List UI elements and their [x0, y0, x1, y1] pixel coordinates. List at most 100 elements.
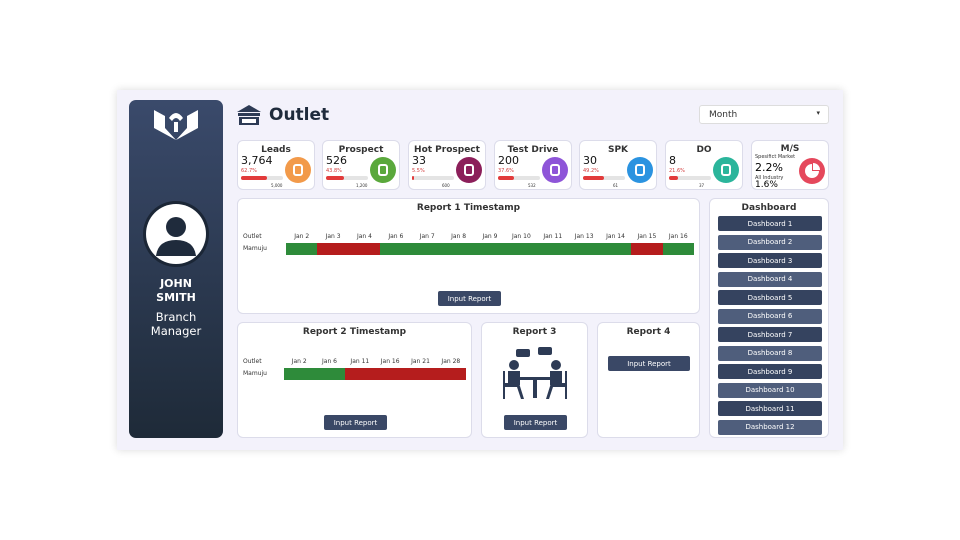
- progress-track: [412, 176, 454, 180]
- kpi-target: 532: [528, 183, 536, 188]
- date-label: Jan 9: [482, 233, 498, 240]
- kpi-icon-glyph: [721, 164, 731, 176]
- timeline-cell: [435, 368, 467, 380]
- report-card: Report 2 Timestamp Outlet Jan 2 Jan 6 Jan 1…: [237, 322, 472, 438]
- dashboard-button[interactable]: Dashboard 6: [718, 308, 822, 324]
- date-label: Jan 10: [511, 233, 531, 240]
- kpi-icon-glyph: [550, 164, 560, 176]
- timeline-cell: [442, 243, 475, 255]
- date-label: Jan 8: [451, 233, 467, 240]
- kpi-icon-glyph: [635, 164, 645, 176]
- date-label: Jan 6: [388, 233, 404, 240]
- kpi-icon-glyph: [464, 164, 474, 176]
- dashboard-button[interactable]: Dashboard 4: [718, 271, 822, 287]
- input-report-button[interactable]: Input Report: [504, 415, 567, 430]
- timeline-cell: [411, 243, 444, 255]
- kpi-value: 8: [669, 154, 676, 167]
- progress-track: [669, 176, 711, 180]
- kpi-label: Hot Prospect: [414, 145, 480, 155]
- date-label: Jan 6: [322, 358, 337, 365]
- kpi-icon: [370, 157, 396, 183]
- kpi-percent: 62.7%: [241, 168, 257, 174]
- date-label: Jan 15: [637, 233, 657, 240]
- timeline-cell: [380, 243, 413, 255]
- dashboard-button[interactable]: Dashboard 8: [718, 345, 822, 361]
- report-title: Report 2 Timestamp: [302, 327, 407, 337]
- report-title: Report 4: [626, 327, 671, 337]
- report-title: Report 1 Timestamp: [416, 203, 521, 213]
- kpi-percent: 37.6%: [498, 168, 514, 174]
- avatar: [143, 201, 209, 267]
- progress-bar: [583, 176, 604, 180]
- dashboard-button[interactable]: Dashboard 9: [718, 364, 822, 379]
- dashboard-button[interactable]: Dashboard 12: [718, 419, 822, 435]
- progress-track: [583, 176, 625, 180]
- dashboard-button[interactable]: Dashboard 11: [718, 401, 822, 416]
- report-card: Report 1 Timestamp Outlet Jan 2 Jan 3 Jan 4…: [237, 198, 700, 314]
- dropdown-value: Month: [709, 110, 738, 120]
- timeline-cell: [631, 243, 664, 255]
- ms-icon: [799, 158, 825, 184]
- dashboard-button[interactable]: Dashboard 10: [718, 382, 822, 398]
- dashboard-button[interactable]: Dashboard 1: [718, 216, 822, 231]
- timeline-cell: [505, 243, 538, 255]
- kpi-card: SPK 30 49.2% 61: [579, 140, 657, 190]
- kpi-value: 33: [412, 154, 426, 167]
- timeline-cell: [375, 368, 406, 380]
- kpi-target: 5,000: [271, 183, 283, 188]
- timeline-cell: [284, 368, 315, 380]
- dashboard-button[interactable]: Dashboard 7: [718, 327, 822, 342]
- progress-bar: [326, 176, 345, 180]
- dashboard-button[interactable]: Dashboard 3: [718, 253, 822, 268]
- input-report-button[interactable]: Input Report: [324, 415, 387, 430]
- kpi-icon: [456, 157, 482, 183]
- timeline-cell: [314, 368, 346, 380]
- progress-bar: [412, 176, 415, 180]
- date-label: Jan 16: [380, 358, 400, 365]
- page-title: Outlet: [269, 105, 330, 125]
- date-label: Jan 16: [668, 233, 688, 240]
- kpi-label: Test Drive: [507, 145, 559, 155]
- progress-bar: [241, 176, 268, 180]
- kpi-icon-glyph: [293, 164, 303, 176]
- input-report-button[interactable]: Input Report: [438, 291, 501, 306]
- kpi-card: Leads 3,764 62.7% 5,000: [237, 140, 315, 190]
- date-label: Jan 14: [606, 233, 625, 240]
- dashboard-button[interactable]: Dashboard 2: [718, 234, 822, 250]
- timeline-cell: [568, 243, 601, 255]
- dashboard-list: Dashboard Dashboard 1 Dashboard 2 Dashboar…: [709, 198, 829, 438]
- input-report-button[interactable]: Input Report: [608, 356, 690, 371]
- kpi-card: M/S Spesifict Market 2.2% All Industry 1…: [751, 140, 829, 190]
- dropdown-caret: ▾: [816, 109, 820, 117]
- kpi-icon: [713, 157, 739, 183]
- kpi-target: 600: [442, 183, 450, 188]
- kpi-target: 1,200: [356, 183, 368, 188]
- kpi-target: 37: [699, 183, 705, 188]
- kpi-value: 30: [583, 154, 597, 167]
- date-label: Jan 2: [294, 233, 310, 240]
- timeline-cell: [474, 243, 507, 255]
- sidebar: JOHN SMITH Branch Manager: [129, 100, 223, 438]
- progress-bar: [669, 176, 679, 180]
- logo: [154, 110, 198, 140]
- column-header: Outlet: [243, 358, 262, 365]
- kpi-value: 3,764: [241, 154, 273, 167]
- dashboard-button[interactable]: Dashboard 5: [718, 290, 822, 305]
- industry-label: All Industry: [755, 175, 784, 181]
- kpi-value: 200: [498, 154, 519, 167]
- kpi-icon: [627, 157, 653, 183]
- kpi-label: Prospect: [338, 145, 384, 155]
- date-label: Jan 28: [441, 358, 461, 365]
- kpi-percent: 5.5%: [412, 168, 425, 174]
- report-card: Report 3 Input Report: [481, 322, 588, 438]
- row-label: Mamuju: [243, 370, 267, 377]
- timeline-cell: [344, 368, 376, 380]
- kpi-card: Prospect 526 43.8% 1,200: [322, 140, 400, 190]
- period-dropdown[interactable]: Month ▾: [699, 105, 829, 124]
- kpi-target: 61: [613, 183, 619, 188]
- outlet-icon: [237, 105, 261, 125]
- kpi-label: DO: [696, 145, 712, 155]
- kpi-percent: 21.6%: [669, 168, 685, 174]
- timeline-cell: [537, 243, 569, 255]
- timeline-cell: [286, 243, 318, 255]
